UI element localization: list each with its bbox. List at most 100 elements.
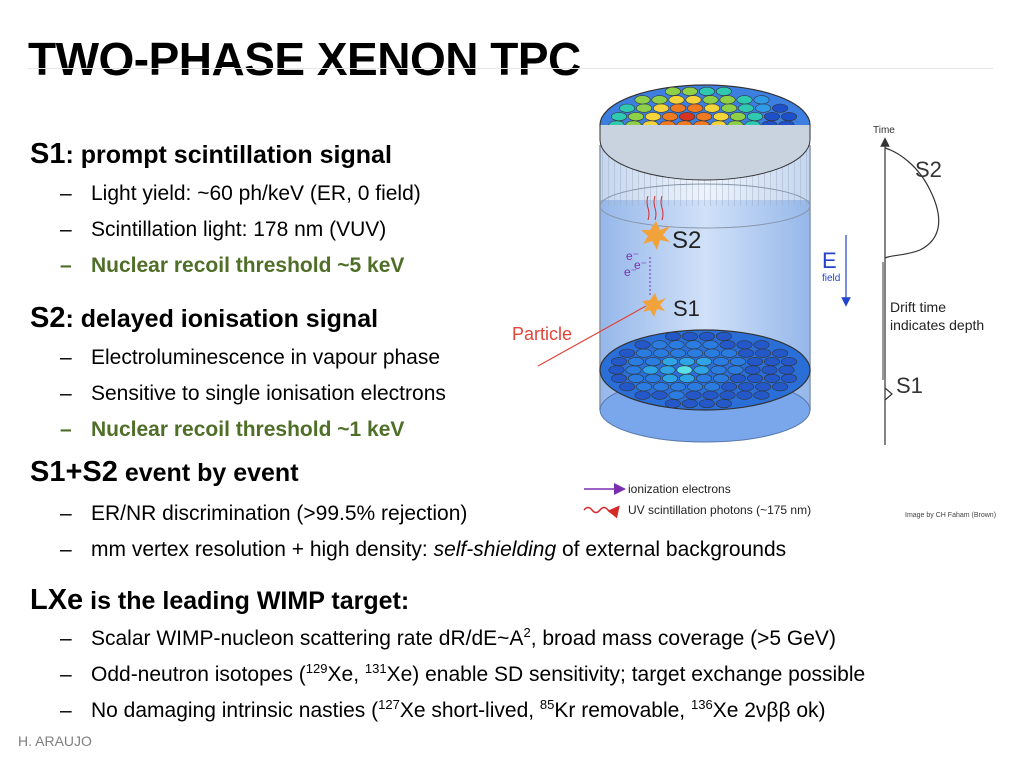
s2-photon-2 [653,195,657,221]
bottom-pmt [659,365,676,375]
top-pmt [755,103,772,113]
bottom-pmt [685,390,702,400]
bottom-pmt [780,373,797,383]
bottom-pmt [611,357,628,367]
lxe-bullet-3-d: Xe 2νββ ok) [712,699,826,722]
bottom-pmt [753,390,770,400]
top-pmt [645,112,662,122]
bottom-pmt [721,348,738,358]
s1-bullet-1-text: Light yield: ~60 ph/keV (ER, 0 field) [91,182,421,205]
bottom-pmt [753,340,770,350]
bottom-pmt [730,357,747,367]
bottom-pmt [670,348,687,358]
bottom-pmt [780,357,797,367]
s2-burst-icon [641,221,670,250]
top-pmt [636,103,653,113]
top-pmt [679,112,696,122]
s1-heading-rest: : prompt scintillation signal [65,141,392,169]
bottom-pmt [681,331,698,341]
bottom-pmt [664,331,681,341]
lxe-bullet-3-b: Xe short-lived, [399,699,540,722]
lxe-bullet-2-sup1: 129 [305,661,328,677]
top-pmt [772,103,789,113]
top-pmt [713,112,730,122]
bottom-pmt [636,382,653,392]
bottom-pmt [634,390,651,400]
bottom-pmt [702,390,719,400]
s1-bullet-3-text: Nuclear recoil threshold ~5 keV [91,254,405,277]
s2-bullet-sensitivity: – Sensitive to single ionisation electron… [60,382,446,405]
top-pmt [611,112,628,122]
bottom-pmt [738,382,755,392]
s1s2-bullet-discrimination: – ER/NR discrimination (>99.5% rejection) [60,502,468,525]
bottom-pmt [696,357,713,367]
bottom-pmt [713,373,730,383]
s1-pulse [884,387,893,401]
bottom-pmt [763,357,780,367]
top-pmt [747,112,764,122]
efield-label: E [822,248,837,273]
lxe-bullet-1-pre: Scalar WIMP-nucleon scattering rate dR/d… [91,627,524,650]
bottom-pmt [719,390,736,400]
bottom-pmt [628,373,645,383]
s1s2-bullet-vertex: – mm vertex resolution + high density: se… [60,538,787,561]
bottom-pmt [778,365,795,375]
s1s2-bullet-1-text: ER/NR discrimination (>99.5% rejection) [91,502,468,525]
lxe-bullet-2-a: Odd-neutron isotopes ( [91,663,306,686]
top-pmt [696,112,713,122]
top-pmt [619,103,636,113]
s1s2-bullet-2-pre: mm vertex resolution + high density: [91,538,434,561]
footer-author: H. ARAUJO [18,733,92,749]
bottom-pmt [698,331,715,341]
lxe-bullet-intrinsic: – No damaging intrinsic nasties (127Xe sh… [60,697,826,722]
bottom-pmt [755,382,772,392]
bottom-pmt [685,340,702,350]
top-pmt [730,112,747,122]
top-pmt [702,95,719,105]
s2-bullet-3-text: Nuclear recoil threshold ~1 keV [91,418,405,441]
s1s2-heading: S1+S2 event by event [30,456,299,489]
particle-track [537,305,647,367]
s2-bullet-1-text: Electroluminescence in vapour phase [91,346,441,369]
figure-s2-label: S2 [672,227,701,254]
legend-ionization-label: ionization electrons [628,482,731,496]
bottom-pmt [676,365,693,375]
s2-heading: S2: delayed ionisation signal [30,302,378,335]
bottom-pmt [710,365,727,375]
s1-bullet-threshold: – Nuclear recoil threshold ~5 keV [60,254,405,277]
bottom-pmt-array [599,329,811,411]
drift-time-label: Drift time [890,299,946,315]
bottom-pmt [679,373,696,383]
bottom-pmt [687,348,704,358]
top-pmt [687,103,704,113]
bottom-pmt [721,382,738,392]
bottom-pmt [727,365,744,375]
legend-uv-label: UV scintillation photons (~175 nm) [628,503,811,517]
bottom-pmt [738,348,755,358]
bottom-pmt [611,373,628,383]
s1s2-bullet-2-emphasis: self-shielding [433,538,557,561]
top-plate-rim [599,125,811,181]
top-pmt [670,103,687,113]
bottom-pmt [736,340,753,350]
bottom-pmt [668,390,685,400]
bottom-pmt [772,382,789,392]
electron-label-2: e⁻ [634,258,647,272]
bottom-pmt [696,373,713,383]
s2-heading-rest: : delayed ionisation signal [65,305,379,333]
bottom-pmt [730,373,747,383]
bottom-pmt [619,382,636,392]
bottom-pmt [747,357,764,367]
lxe-bullet-3-sup2: 85 [539,697,555,713]
top-pmt [628,112,645,122]
waveform-s1-label: S1 [896,373,923,398]
s1-heading-big: S1 [30,138,66,170]
s1s2-bullet-2-post: of external backgrounds [556,538,787,561]
bottom-pmt [763,373,780,383]
s2-pulse [884,147,940,259]
s1-heading: S1: prompt scintillation signal [30,138,392,171]
top-pmt [634,95,651,105]
bottom-pmt [704,382,721,392]
bottom-pmt [662,373,679,383]
bottom-pmt [664,399,681,409]
